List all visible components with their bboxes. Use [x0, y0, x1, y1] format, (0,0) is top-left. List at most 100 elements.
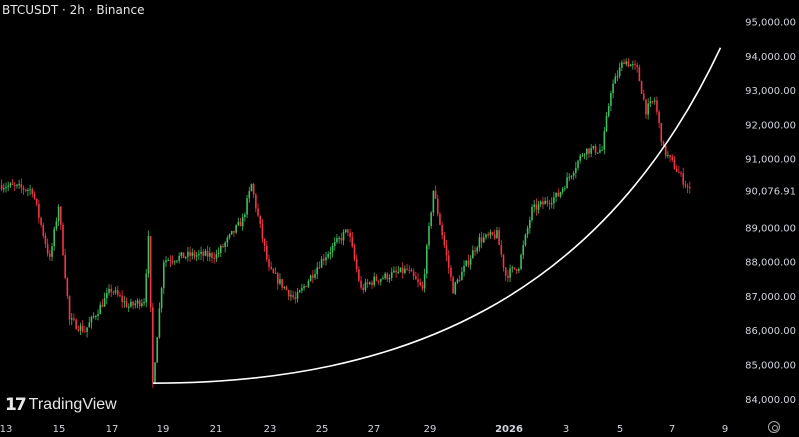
candle-down [355, 259, 358, 270]
candle-down [274, 273, 277, 275]
candle-up [163, 262, 165, 288]
candle-down [35, 198, 38, 204]
price-tick: 85,000.00 [745, 361, 796, 372]
candle-up [585, 148, 588, 155]
candle-up [342, 232, 345, 241]
candle-down [255, 194, 257, 209]
candle-down [421, 285, 424, 289]
price-tick: 84,000.00 [745, 395, 796, 406]
candle-up [570, 175, 573, 177]
candle-up [158, 308, 161, 338]
candle-up [544, 200, 546, 205]
candle-down [33, 194, 36, 199]
candle-up [537, 204, 540, 210]
candle-down [351, 237, 354, 247]
candle-up [9, 183, 12, 186]
candle-up [167, 260, 169, 262]
candle-down [680, 172, 682, 174]
candle-up [581, 155, 584, 157]
tradingview-logo[interactable]: 𝟭𝟳 TradingView [5, 395, 117, 415]
candle-down [656, 100, 658, 112]
candle-down [500, 244, 503, 255]
candle-up [200, 251, 202, 254]
candle-up [237, 221, 240, 226]
candle-up [610, 93, 612, 106]
candle-down [377, 280, 380, 282]
candle-up [489, 232, 492, 236]
candle-up [303, 286, 305, 288]
candle-down [292, 295, 294, 298]
candle-up [333, 242, 336, 246]
time-tick: 5 [617, 424, 623, 435]
price-tick: 87,000.00 [745, 292, 796, 303]
candle-up [388, 277, 391, 280]
candle-up [53, 228, 56, 247]
candle-down [515, 269, 518, 271]
candle-up [607, 105, 610, 117]
curve-annotation[interactable] [152, 47, 722, 384]
candle-up [173, 261, 176, 263]
candle-up [539, 201, 542, 205]
candle-down [513, 267, 516, 270]
time-tick: 7 [669, 424, 675, 435]
candle-down [447, 255, 450, 268]
candle-up [217, 252, 220, 255]
candle-down [417, 279, 419, 283]
candle-up [364, 282, 367, 291]
candle-up [511, 267, 514, 269]
candle-up [509, 268, 511, 278]
candle-up [228, 234, 231, 238]
candle-down [678, 171, 680, 173]
candle-up [649, 101, 652, 104]
candle-down [281, 279, 283, 288]
time-tick: 2026 [495, 424, 523, 435]
candle-up [612, 83, 614, 94]
candle-down [171, 261, 174, 263]
candle-down [169, 260, 172, 262]
candle-up [331, 245, 334, 253]
candle-up [92, 316, 95, 318]
candle-down [408, 269, 411, 271]
candle-up [86, 327, 88, 332]
gear-icon[interactable] [768, 421, 780, 433]
candle-up [522, 245, 525, 255]
candle-down [406, 268, 408, 270]
candle-up [520, 254, 522, 269]
price-tick: 89,000.00 [745, 223, 796, 234]
candle-down [152, 307, 154, 383]
candle-down [673, 159, 676, 170]
candle-up [16, 184, 18, 186]
candle-up [283, 286, 286, 288]
candle-down [125, 301, 128, 308]
candle-up [27, 189, 29, 191]
candle-up [316, 267, 319, 275]
candle-up [103, 298, 106, 307]
candle-down [358, 269, 360, 281]
candle-up [99, 304, 102, 315]
price-tick: 92,000.00 [745, 120, 796, 131]
candle-up [70, 318, 73, 320]
candle-down [434, 190, 437, 199]
candle-up [244, 214, 246, 218]
candle-up [566, 177, 568, 189]
candle-down [664, 145, 667, 156]
candle-down [658, 111, 660, 124]
candle-up [463, 265, 465, 272]
candle-up [290, 295, 292, 297]
candle-down [59, 206, 62, 225]
last-price-label: 90,076.91 [745, 186, 796, 197]
time-tick: 25 [316, 424, 329, 435]
candle-down [467, 260, 470, 265]
candle-down [49, 253, 51, 257]
candle-down [84, 331, 86, 333]
candle-down [535, 204, 538, 210]
candle-down [202, 251, 205, 256]
time-tick: 17 [106, 424, 119, 435]
candle-up [145, 273, 148, 303]
candle-down [20, 184, 23, 188]
candle-up [180, 252, 183, 256]
candle-down [193, 252, 196, 257]
candle-down [31, 189, 34, 195]
candle-up [187, 251, 189, 257]
